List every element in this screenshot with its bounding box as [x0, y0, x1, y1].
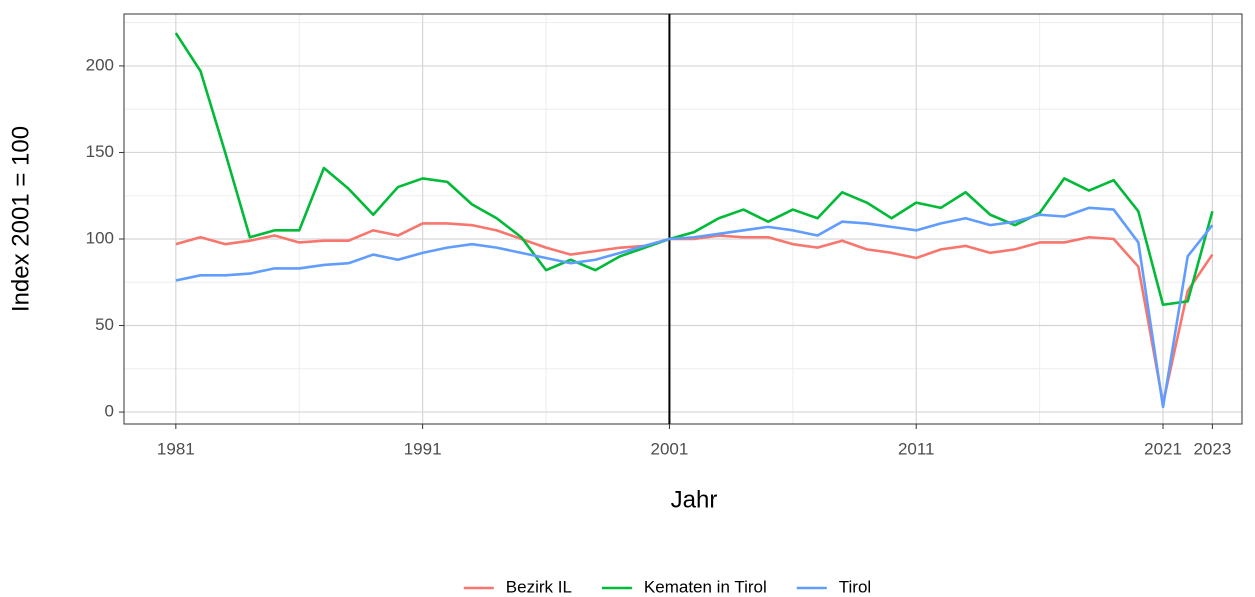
y-tick-label: 50 — [95, 315, 114, 334]
x-tick-label: 1991 — [404, 439, 442, 458]
panel-border — [123, 13, 1243, 425]
legend-label: Bezirk IL — [506, 577, 572, 596]
legend-label: Kematen in Tirol — [644, 577, 767, 596]
y-axis-label: Index 2001 = 100 — [7, 126, 34, 312]
x-tick-label: 2001 — [651, 439, 689, 458]
x-tick-label: 2023 — [1193, 439, 1231, 458]
x-tick-label: 1981 — [157, 439, 195, 458]
panel — [124, 14, 1242, 424]
y-tick-label: 0 — [105, 402, 114, 421]
x-axis-label: Jahr — [671, 486, 718, 513]
series-line — [175, 206, 1214, 409]
series-line — [175, 222, 1214, 405]
x-tick-label: 2021 — [1144, 439, 1182, 458]
series-line — [174, 32, 1214, 307]
y-tick-label: 100 — [86, 228, 114, 247]
y-tick-label: 200 — [86, 55, 114, 74]
legend-label: Tirol — [839, 577, 871, 596]
y-tick-label: 150 — [86, 142, 114, 161]
x-tick-label: 2011 — [898, 439, 935, 458]
